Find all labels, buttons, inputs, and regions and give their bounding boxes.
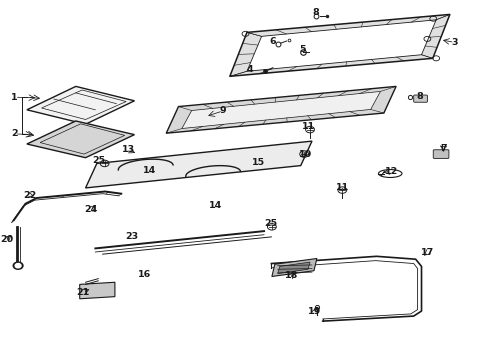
Text: 14: 14	[142, 166, 156, 175]
Polygon shape	[80, 282, 115, 299]
FancyBboxPatch shape	[432, 150, 448, 158]
Text: 22: 22	[23, 191, 37, 199]
Polygon shape	[85, 141, 311, 188]
Polygon shape	[229, 14, 449, 76]
Text: 19: 19	[307, 307, 321, 316]
Text: 15: 15	[251, 158, 264, 167]
Text: 25: 25	[264, 219, 277, 228]
Text: 12: 12	[384, 167, 397, 176]
Polygon shape	[27, 121, 134, 158]
Text: 5: 5	[298, 45, 305, 54]
FancyBboxPatch shape	[413, 95, 427, 102]
Text: 13: 13	[122, 145, 134, 154]
Text: 21: 21	[76, 288, 90, 297]
Text: 17: 17	[420, 248, 433, 257]
Text: 7: 7	[440, 144, 447, 153]
Polygon shape	[166, 86, 395, 133]
Text: 25: 25	[92, 156, 105, 165]
Polygon shape	[277, 262, 309, 274]
Text: 1: 1	[11, 93, 18, 102]
Polygon shape	[246, 20, 435, 71]
Circle shape	[13, 262, 23, 269]
Text: 24: 24	[84, 205, 98, 214]
Text: 11: 11	[335, 184, 348, 192]
Text: 16: 16	[138, 270, 151, 279]
Polygon shape	[27, 86, 134, 124]
Text: 10: 10	[298, 150, 311, 158]
Text: 23: 23	[125, 233, 138, 241]
Text: 9: 9	[219, 107, 226, 115]
Text: 11: 11	[301, 122, 314, 131]
Text: 18: 18	[284, 271, 298, 280]
Polygon shape	[271, 258, 316, 276]
Text: 8: 8	[415, 92, 422, 101]
Text: 20: 20	[0, 235, 13, 243]
Text: 3: 3	[450, 38, 457, 47]
Text: 2: 2	[11, 129, 18, 138]
Text: 6: 6	[269, 37, 276, 46]
Text: 14: 14	[208, 201, 222, 210]
Text: 4: 4	[245, 65, 252, 74]
Circle shape	[15, 264, 21, 268]
Polygon shape	[182, 91, 380, 129]
Text: 8: 8	[311, 9, 318, 18]
